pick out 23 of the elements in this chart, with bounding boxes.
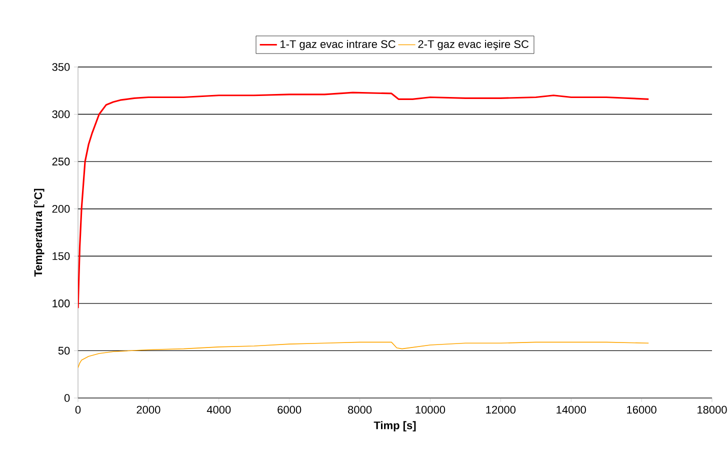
y-tick-label: 150 <box>52 252 70 260</box>
y-tick-label: 100 <box>52 300 70 308</box>
x-tick-label: 6000 <box>278 406 302 414</box>
x-tick-label: 14000 <box>556 406 586 414</box>
y-tick-label: 0 <box>64 394 70 402</box>
x-tick-label: 10000 <box>416 406 446 414</box>
y-tick-label: 350 <box>52 63 70 71</box>
line-series <box>78 92 650 309</box>
y-tick-label: 200 <box>52 204 70 213</box>
y-axis-title: Temperatura [°C] <box>34 188 44 277</box>
legend-label: 1-T gaz evac intrare SC <box>280 40 396 50</box>
legend-label: 2-T gaz evac ieşire SC <box>418 40 529 50</box>
x-tick-label: 4000 <box>206 406 231 414</box>
x-tick-label: 16000 <box>627 406 656 414</box>
x-tick-label: 0 <box>75 406 81 414</box>
x-tick-label: 18000 <box>698 406 727 414</box>
x-tick-label: 12000 <box>486 406 516 414</box>
x-axis-title: Timp [s] <box>374 421 416 432</box>
x-tick-label: 2000 <box>136 406 160 414</box>
y-tick-label: 50 <box>58 346 70 355</box>
y-tick-label: 300 <box>52 110 70 118</box>
y-tick-label: 250 <box>52 158 70 166</box>
x-tick-label: 8000 <box>348 406 372 414</box>
